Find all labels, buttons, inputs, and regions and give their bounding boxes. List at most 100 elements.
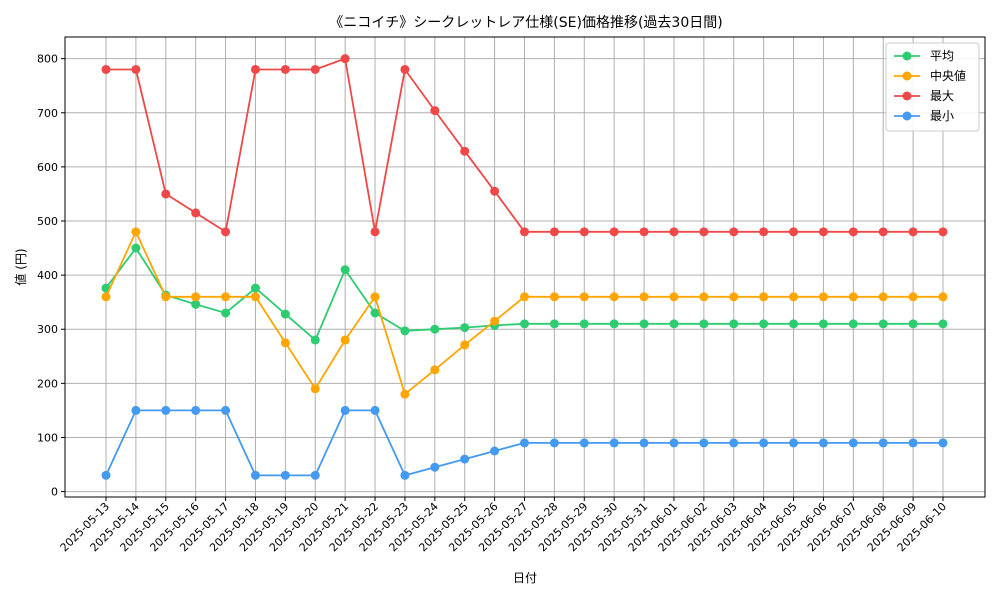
data-point: [101, 64, 111, 74]
data-point: [250, 470, 260, 480]
data-point: [759, 319, 769, 329]
data-point: [430, 106, 440, 116]
data-point: [699, 319, 709, 329]
data-point: [729, 319, 739, 329]
series-0: [101, 243, 948, 345]
y-tick-label: 200: [37, 377, 58, 390]
data-point: [878, 227, 888, 237]
data-point: [818, 227, 828, 237]
data-point: [639, 227, 649, 237]
data-point: [490, 186, 500, 196]
data-point: [609, 319, 619, 329]
data-point: [131, 64, 141, 74]
data-point: [579, 438, 589, 448]
series-2: [101, 54, 948, 237]
data-point: [579, 319, 589, 329]
data-point: [340, 265, 350, 275]
legend-label: 最大: [930, 89, 954, 103]
legend-label: 中央値: [930, 68, 966, 83]
data-point: [878, 438, 888, 448]
data-point: [609, 227, 619, 237]
legend-marker: [902, 111, 912, 121]
data-point: [370, 292, 380, 302]
data-point: [221, 292, 231, 302]
data-point: [400, 64, 410, 74]
data-point: [520, 292, 529, 302]
data-point: [250, 283, 260, 293]
y-axis-title: 値 (円): [13, 248, 28, 285]
data-point: [430, 365, 440, 375]
data-point: [340, 54, 350, 64]
data-point: [878, 292, 888, 302]
data-point: [131, 243, 141, 253]
data-point: [848, 319, 858, 329]
data-point: [460, 323, 470, 333]
data-point: [221, 405, 231, 415]
legend-marker: [902, 51, 912, 61]
y-tick-label: 0: [51, 486, 58, 499]
data-point: [759, 227, 769, 237]
data-point: [520, 227, 529, 237]
data-point: [250, 64, 260, 74]
data-point: [460, 340, 470, 350]
data-point: [370, 405, 380, 415]
data-point: [639, 319, 649, 329]
chart-title: 《ニコイチ》シークレットレア仕様(SE)価格推移(過去30日間): [329, 15, 722, 31]
data-point: [579, 292, 589, 302]
data-point: [848, 438, 858, 448]
data-point: [191, 292, 201, 302]
data-point: [908, 227, 918, 237]
data-point: [520, 438, 529, 448]
y-tick-label: 300: [37, 323, 58, 336]
data-point: [669, 227, 679, 237]
data-point: [699, 292, 709, 302]
legend-item: 中央値: [894, 68, 966, 83]
series-3: [101, 405, 948, 480]
data-point: [549, 292, 559, 302]
data-point: [161, 405, 171, 415]
data-point: [310, 470, 320, 480]
data-point: [280, 470, 290, 480]
legend-marker: [902, 91, 912, 101]
data-point: [131, 405, 141, 415]
data-point: [549, 319, 559, 329]
data-point: [759, 438, 769, 448]
x-axis-title: 日付: [513, 571, 537, 585]
data-point: [131, 227, 141, 237]
data-point: [310, 335, 320, 345]
y-tick-label: 400: [37, 269, 58, 282]
grid: [65, 37, 985, 497]
legend-item: 平均: [894, 49, 954, 63]
data-point: [729, 438, 739, 448]
data-point: [250, 292, 260, 302]
data-point: [759, 292, 769, 302]
data-point: [669, 438, 679, 448]
y-tick-label: 600: [37, 161, 58, 174]
data-point: [789, 438, 799, 448]
y-tick-label: 700: [37, 107, 58, 120]
data-point: [549, 227, 559, 237]
data-point: [699, 438, 709, 448]
data-point: [609, 438, 619, 448]
data-point: [430, 324, 440, 334]
data-point: [669, 292, 679, 302]
data-point: [789, 319, 799, 329]
data-point: [639, 438, 649, 448]
data-point: [340, 335, 350, 345]
legend-marker: [902, 71, 912, 81]
data-point: [400, 389, 410, 399]
data-point: [609, 292, 619, 302]
data-point: [639, 292, 649, 302]
data-point: [699, 227, 709, 237]
data-point: [191, 208, 201, 218]
data-point: [370, 227, 380, 237]
data-point: [938, 438, 948, 448]
data-point: [908, 319, 918, 329]
data-point: [908, 438, 918, 448]
data-point: [549, 438, 559, 448]
data-point: [818, 319, 828, 329]
data-point: [460, 454, 470, 464]
data-point: [430, 462, 440, 472]
